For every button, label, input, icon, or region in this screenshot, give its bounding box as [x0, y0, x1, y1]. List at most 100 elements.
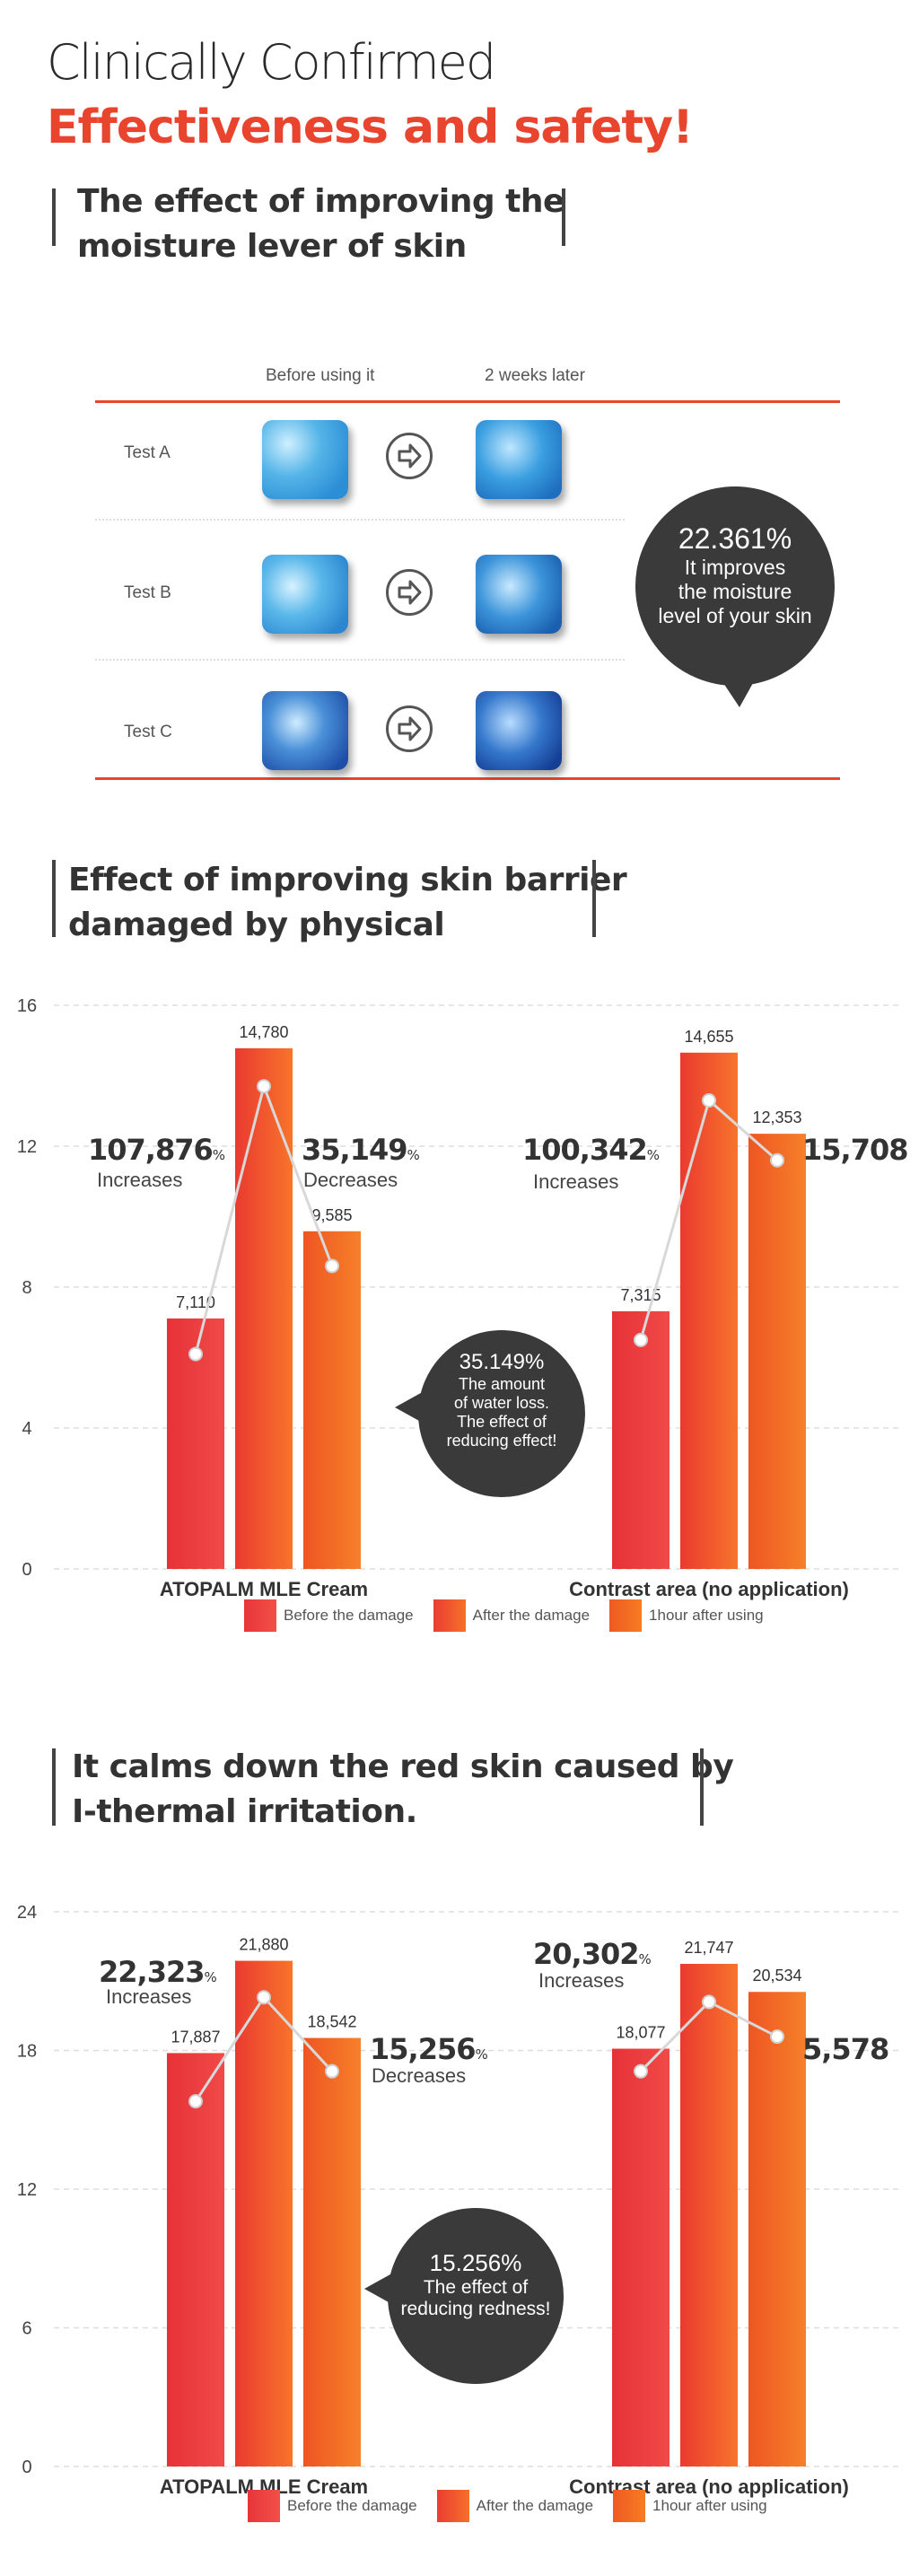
- category-label: ATOPALM MLE Cream: [160, 1578, 368, 1600]
- data-label: 17,887: [171, 2028, 220, 2046]
- header-line1: Clinically Confirmed: [47, 34, 496, 91]
- trend-marker: [188, 1346, 203, 1362]
- water-loss-bubble-line: The amount: [458, 1375, 546, 1393]
- section1-title: The effect of improving the moisture lev…: [77, 180, 565, 269]
- header-line2: Effectiveness and safety!: [47, 101, 694, 154]
- column-header-after: 2 weeks later: [485, 366, 585, 385]
- water-loss-bubble-tail: [395, 1389, 427, 1425]
- data-label: 14,780: [239, 1023, 288, 1041]
- section3-title-bar-left: [52, 1748, 56, 1826]
- sample-after-test-a: [476, 420, 562, 499]
- trend-marker: [325, 2063, 339, 2079]
- trend-marker: [634, 1332, 648, 1347]
- section2-title-line2: damaged by physical: [68, 907, 445, 943]
- legend-item: 1hour after using: [613, 2490, 767, 2522]
- section3-title-line1: It calms down the red skin caused by: [72, 1748, 734, 1785]
- sample-after-test-c: [476, 691, 562, 770]
- water-loss-bubble-pct: 35.149%: [459, 1350, 545, 1374]
- table-top-line: [95, 400, 840, 403]
- sample-before-test-b: [262, 555, 348, 634]
- section3-title-line2: I-thermal irritation.: [72, 1793, 417, 1830]
- water-loss-bubble-line: reducing effect!: [446, 1432, 557, 1450]
- redness-bubble-line: reducing redness!: [400, 2299, 551, 2319]
- section3-title: It calms down the red skin caused by I-t…: [72, 1745, 734, 1835]
- barrier-right-label: Increases: [533, 1170, 619, 1193]
- bar: [235, 1960, 293, 2466]
- table-bottom-line: [95, 777, 840, 780]
- y-tick-label: 6: [22, 2319, 31, 2339]
- trend-marker: [257, 1079, 271, 1094]
- section2-title-line1: Effect of improving skin barrier: [68, 862, 627, 898]
- redness-legend: Before the damage After the damage 1hour…: [248, 2490, 767, 2522]
- redness-right-pct: 20,302%: [533, 1937, 652, 1971]
- row-divider: [95, 519, 625, 521]
- data-label: 12,353: [752, 1108, 801, 1126]
- y-tick-label: 4: [22, 1419, 31, 1439]
- bar: [748, 1134, 806, 1569]
- trend-marker: [702, 1092, 716, 1108]
- section2-title: Effect of improving skin barrier damaged…: [68, 858, 627, 948]
- data-label: 20,534: [752, 1967, 801, 1985]
- sample-after-test-b: [476, 555, 562, 634]
- arrow-right-icon: [386, 705, 433, 752]
- legend-item: Before the damage: [248, 2490, 417, 2522]
- y-tick-label: 0: [22, 2458, 31, 2477]
- legend-item: After the damage: [436, 2490, 593, 2522]
- sample-before-test-c: [262, 691, 348, 770]
- data-label: 18,542: [307, 2013, 356, 2031]
- moisture-bubble: 22.361% It improves the moisture level o…: [635, 486, 835, 686]
- moisture-bubble-line: level of your skin: [658, 604, 812, 627]
- barrier-left-pct: 107,876%: [88, 1133, 225, 1167]
- trend-marker: [257, 1990, 271, 2005]
- trend-marker: [770, 2029, 784, 2045]
- barrier-right-pct: 100,342%: [522, 1133, 660, 1167]
- redness-right-label: Increases: [538, 1969, 625, 1992]
- sample-before-test-a: [262, 420, 348, 499]
- trend-marker: [188, 2094, 203, 2109]
- water-loss-bubble-line: of water loss.: [453, 1394, 550, 1412]
- column-header-before: Before using it: [266, 366, 375, 385]
- section3-title-bar-right: [700, 1748, 704, 1826]
- redness-mid-label: Decreases: [372, 2064, 467, 2087]
- y-tick-label: 16: [17, 996, 37, 1016]
- barrier-mid-label: Decreases: [303, 1169, 398, 1191]
- test-label-c: Test C: [124, 723, 172, 741]
- barrier-legend: Before the damage After the damage 1hour…: [244, 1599, 764, 1632]
- section2-title-bar-right: [592, 860, 596, 937]
- y-tick-label: 0: [22, 1560, 31, 1580]
- section1-title-line2: moisture lever of skin: [77, 228, 467, 265]
- redness-left-label: Increases: [106, 1985, 192, 2008]
- bar: [167, 2053, 224, 2466]
- trend-marker: [702, 1994, 716, 2010]
- trend-marker: [325, 1258, 339, 1274]
- y-tick-label: 18: [17, 2042, 37, 2062]
- redness-left-pct: 22,323%: [99, 1955, 217, 1989]
- moisture-bubble-pct: 22.361%: [678, 522, 792, 555]
- barrier-left-label: Increases: [97, 1169, 183, 1191]
- data-label: 7,110: [176, 1293, 215, 1311]
- y-tick-label: 24: [17, 1903, 37, 1923]
- bar: [680, 1964, 738, 2466]
- data-label: 14,655: [684, 1028, 733, 1046]
- redness-bubble-line: The effect of: [423, 2277, 529, 2298]
- category-label: Contrast area (no application): [569, 1578, 849, 1600]
- y-tick-label: 12: [17, 2180, 37, 2200]
- test-label-b: Test B: [124, 583, 171, 602]
- water-loss-bubble-line: The effect of: [457, 1413, 547, 1431]
- data-label: 21,880: [239, 1936, 288, 1954]
- data-label: 21,747: [684, 1939, 733, 1957]
- moisture-bubble-tail: [718, 675, 757, 707]
- bar: [612, 1310, 670, 1569]
- legend-item: 1hour after using: [609, 1599, 764, 1632]
- bar: [303, 2037, 361, 2466]
- arrow-right-icon: [386, 569, 433, 616]
- data-label: 18,077: [616, 2024, 665, 2042]
- bar: [748, 1992, 806, 2466]
- arrow-right-icon: [386, 433, 433, 479]
- water-loss-bubble: 35.149% The amount of water loss. The ef…: [418, 1330, 585, 1497]
- y-tick-label: 8: [22, 1278, 31, 1298]
- legend-item: Before the damage: [244, 1599, 414, 1632]
- section1-title-bar-right: [562, 188, 565, 246]
- redness-mid-pct: 15,256%: [370, 2032, 488, 2066]
